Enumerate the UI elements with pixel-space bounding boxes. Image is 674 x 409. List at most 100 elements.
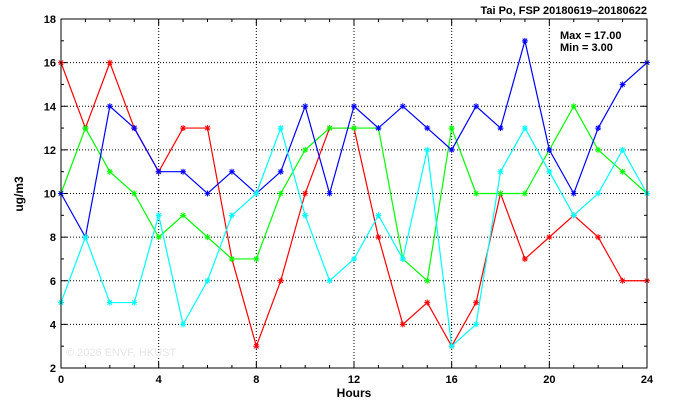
data-point xyxy=(204,277,211,284)
x-tick-label: 4 xyxy=(156,374,163,386)
data-point xyxy=(180,125,187,132)
data-point xyxy=(595,146,602,153)
data-point xyxy=(521,125,528,132)
data-point xyxy=(326,190,333,197)
data-point xyxy=(595,234,602,241)
data-point xyxy=(277,190,284,197)
x-tick-label: 0 xyxy=(58,374,64,386)
data-point xyxy=(277,125,284,132)
grid xyxy=(61,19,647,368)
series-4 xyxy=(58,125,650,350)
data-point xyxy=(619,277,626,284)
data-point xyxy=(155,168,162,175)
x-tick-label: 20 xyxy=(543,374,555,386)
y-tick-label: 2 xyxy=(50,363,56,375)
data-point xyxy=(619,168,626,175)
data-point xyxy=(228,212,235,219)
data-point xyxy=(82,125,89,132)
min-label: Min = 3.00 xyxy=(560,42,613,54)
x-tick-label: 16 xyxy=(446,374,458,386)
data-point xyxy=(302,190,309,197)
y-tick-label: 16 xyxy=(44,58,56,70)
data-point xyxy=(131,299,138,306)
data-point xyxy=(497,125,504,132)
data-point xyxy=(106,103,113,110)
data-point xyxy=(473,321,480,328)
data-point xyxy=(448,125,455,132)
data-point xyxy=(424,299,431,306)
data-point xyxy=(546,168,553,175)
data-point xyxy=(180,321,187,328)
data-point xyxy=(277,277,284,284)
data-point xyxy=(155,212,162,219)
y-tick-label: 10 xyxy=(44,189,56,201)
data-point xyxy=(399,255,406,262)
x-tick-label: 12 xyxy=(348,374,360,386)
data-point xyxy=(473,299,480,306)
data-point xyxy=(204,234,211,241)
data-point xyxy=(131,190,138,197)
data-point xyxy=(448,343,455,350)
data-point xyxy=(473,190,480,197)
data-point xyxy=(302,212,309,219)
data-point xyxy=(546,146,553,153)
data-point xyxy=(326,125,333,132)
data-point xyxy=(521,255,528,262)
data-point xyxy=(424,146,431,153)
data-point xyxy=(302,103,309,110)
data-point xyxy=(228,168,235,175)
data-point xyxy=(180,168,187,175)
data-point xyxy=(106,168,113,175)
data-point xyxy=(399,103,406,110)
data-point xyxy=(619,146,626,153)
data-point xyxy=(570,212,577,219)
watermark: © 2026 ENVF, HKUST xyxy=(66,347,176,359)
data-point xyxy=(448,146,455,153)
data-point xyxy=(375,212,382,219)
data-point xyxy=(351,103,357,110)
data-point xyxy=(570,190,577,197)
data-point xyxy=(302,146,309,153)
data-point xyxy=(424,125,431,132)
data-point xyxy=(253,190,260,197)
plot-frame xyxy=(60,18,648,369)
data-point xyxy=(82,234,89,241)
data-point xyxy=(570,103,577,110)
y-axis-label: ug/m3 xyxy=(12,176,26,212)
data-point xyxy=(497,168,504,175)
data-point xyxy=(204,190,211,197)
data-point xyxy=(521,190,528,197)
data-point xyxy=(595,125,602,132)
chart-title: Tai Po, FSP 20180619–20180622 xyxy=(480,5,647,17)
data-point xyxy=(473,103,480,110)
y-tick-label: 6 xyxy=(50,276,56,288)
data-point xyxy=(375,125,382,132)
y-tick-label: 14 xyxy=(44,101,57,113)
data-point xyxy=(204,125,211,132)
data-point xyxy=(131,125,138,132)
y-tick-label: 4 xyxy=(50,319,57,331)
data-point xyxy=(180,212,187,219)
x-axis-label: Hours xyxy=(337,386,372,400)
data-point xyxy=(155,234,162,241)
y-tick-label: 12 xyxy=(44,145,56,157)
data-point xyxy=(619,81,626,88)
y-tick-label: 18 xyxy=(44,14,56,26)
y-tick-label: 8 xyxy=(50,232,56,244)
data-point xyxy=(351,255,357,262)
x-tick-label: 8 xyxy=(253,374,259,386)
data-point xyxy=(351,125,357,132)
data-point xyxy=(326,277,333,284)
max-label: Max = 17.00 xyxy=(560,30,621,42)
data-point xyxy=(253,343,260,350)
series-3 xyxy=(58,37,650,241)
data-point xyxy=(253,255,260,262)
data-point xyxy=(106,299,113,306)
data-point xyxy=(228,255,235,262)
data-point xyxy=(595,190,602,197)
data-point xyxy=(375,234,382,241)
data-point xyxy=(277,168,284,175)
data-point xyxy=(106,59,113,66)
data-point xyxy=(424,277,431,284)
